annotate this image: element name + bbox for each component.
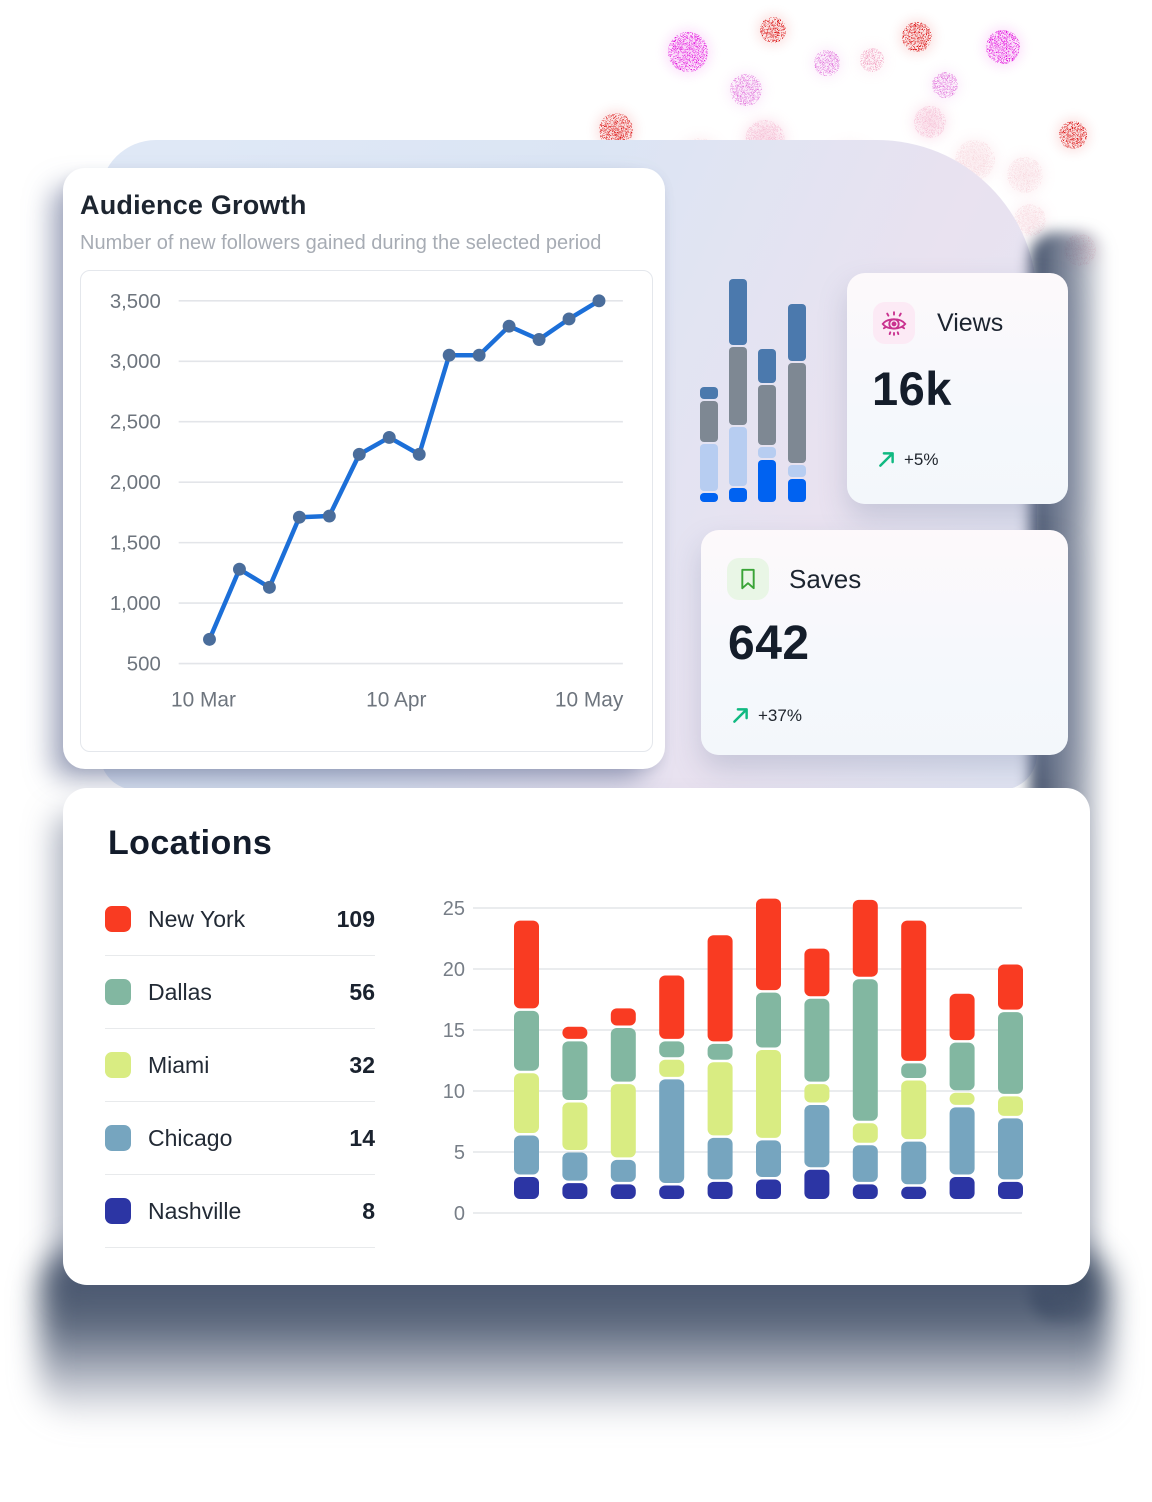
locations-title: Locations [108, 824, 273, 862]
svg-text:10: 10 [443, 1081, 465, 1103]
svg-text:500: 500 [127, 653, 161, 675]
saves-label: Saves [789, 563, 862, 594]
views-label: Views [937, 308, 1004, 337]
legend-row-dallas[interactable]: Dallas 56 [105, 956, 375, 1029]
locations-card: Locations New York 109 Dallas 56 Miami 3… [63, 788, 1090, 1285]
trend-up-icon [879, 452, 894, 467]
audience-growth-title: Audience Growth [80, 190, 307, 220]
legend-city-label: Chicago [148, 1124, 233, 1151]
svg-text:10 May: 10 May [555, 688, 624, 711]
svg-text:15: 15 [443, 1020, 465, 1042]
trend-up-icon [733, 708, 748, 723]
locations-legend: New York 109 Dallas 56 Miami 32 Chicago … [105, 883, 375, 1248]
svg-text:3,000: 3,000 [110, 351, 161, 373]
saves-card[interactable]: Saves 642 +37% [701, 530, 1068, 755]
legend-city-value: 109 [336, 905, 375, 932]
legend-city-label: Miami [148, 1051, 210, 1078]
legend-row-nashville[interactable]: Nashville 8 [105, 1175, 375, 1248]
saves-delta: +37% [758, 705, 802, 725]
legend-city-label: Dallas [148, 978, 212, 1005]
bookmark-icon [727, 558, 769, 600]
views-card[interactable]: Views 16k +5% [847, 273, 1068, 504]
legend-color-swatch [105, 979, 131, 1005]
svg-text:2,000: 2,000 [110, 472, 161, 494]
legend-city-label: Nashville [148, 1197, 242, 1224]
svg-text:5: 5 [454, 1142, 465, 1164]
legend-row-new-york[interactable]: New York 109 [105, 883, 375, 956]
svg-text:20: 20 [443, 959, 465, 981]
legend-city-value: 14 [349, 1124, 375, 1151]
legend-city-value: 8 [362, 1197, 375, 1224]
legend-row-chicago[interactable]: Chicago 14 [105, 1102, 375, 1175]
saves-value: 642 [728, 617, 810, 670]
svg-text:10 Mar: 10 Mar [171, 688, 236, 711]
legend-row-miami[interactable]: Miami 32 [105, 1029, 375, 1102]
eye-icon [873, 302, 915, 344]
svg-text:2,500: 2,500 [110, 412, 161, 434]
views-delta: +5% [904, 449, 939, 469]
audience-growth-card: Audience Growth Number of new followers … [63, 168, 665, 769]
audience-line-chart[interactable]: 3,500 3,000 2,500 2,000 1,500 1,000 500 10 Mar 1… [80, 270, 653, 752]
locations-stacked-bar-chart[interactable]: 0 5 10 15 20 25 [430, 890, 1040, 1250]
views-value: 16k [872, 362, 952, 415]
legend-color-swatch [105, 1052, 131, 1078]
audience-growth-subtitle: Number of new followers gained during th… [80, 232, 602, 254]
legend-color-swatch [105, 1125, 131, 1151]
legend-city-label: New York [148, 905, 246, 932]
svg-text:1,500: 1,500 [110, 533, 161, 555]
svg-text:0: 0 [454, 1203, 465, 1225]
svg-text:3,500: 3,500 [110, 291, 161, 313]
svg-text:10 Apr: 10 Apr [366, 688, 426, 711]
svg-text:25: 25 [443, 898, 465, 920]
legend-color-swatch [105, 1198, 131, 1224]
svg-text:1,000: 1,000 [110, 593, 161, 615]
legend-city-value: 56 [349, 978, 375, 1005]
legend-city-value: 32 [349, 1051, 375, 1078]
legend-color-swatch [105, 906, 131, 932]
mini-stacked-bars-chart [693, 270, 818, 505]
